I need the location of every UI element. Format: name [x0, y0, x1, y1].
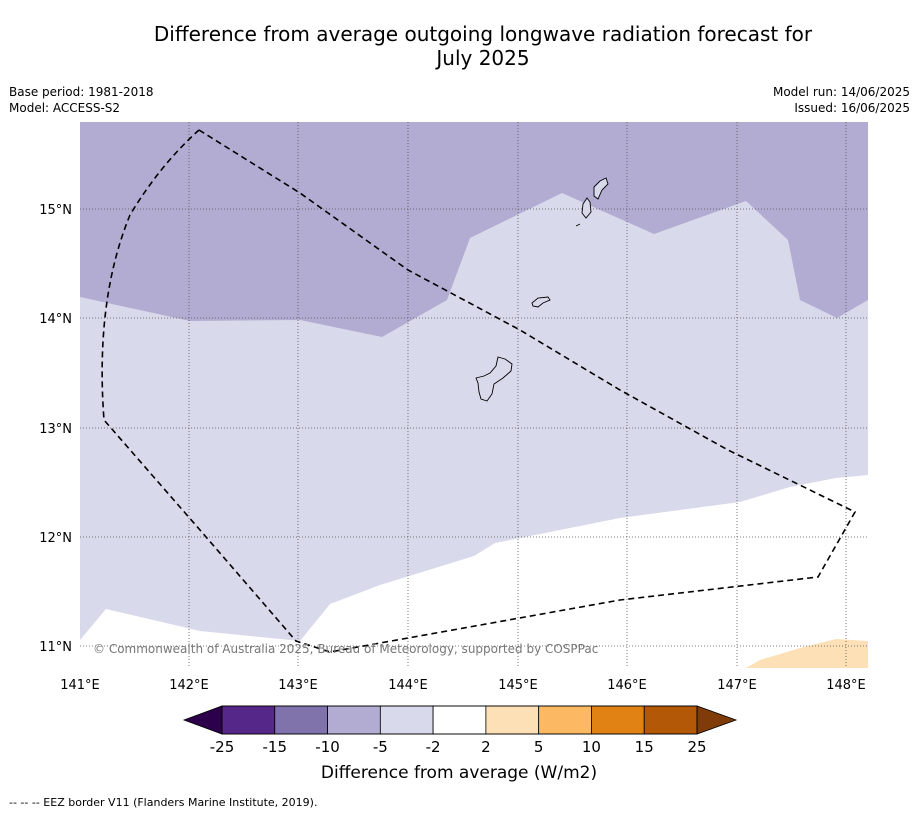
- lat-tick-label: 11°N: [39, 640, 72, 655]
- lat-tick-label: 15°N: [39, 203, 72, 218]
- model-run: Model run: 14/06/2025: [772, 85, 910, 99]
- island-rota: [531, 296, 551, 308]
- lat-tick-label: 13°N: [39, 422, 72, 437]
- lon-tick-label: 145°E: [498, 678, 538, 693]
- colorbar-bin: [591, 705, 645, 735]
- colorbar-tick-label: -5: [373, 738, 388, 756]
- islands: [475, 177, 609, 402]
- colorbar-label: Difference from average (W/m2): [321, 763, 597, 783]
- lon-axis: 141°E 142°E 143°E 144°E 145°E 146°E 147°…: [60, 678, 866, 693]
- lon-tick-label: 142°E: [169, 678, 209, 693]
- colorbar-tick-label: 15: [635, 738, 654, 756]
- model-name: Model: ACCESS-S2: [9, 101, 121, 115]
- meta-left: Base period: 1981-2018 Model: ACCESS-S2: [9, 84, 154, 116]
- colorbar-min-extension: [182, 705, 223, 735]
- title-line-2: July 2025: [436, 46, 530, 70]
- island-aguijan: [575, 223, 581, 227]
- colorbar-bin: [643, 705, 698, 735]
- gridlines: [80, 122, 868, 668]
- colorbar-tick-label: -25: [210, 738, 235, 756]
- map-title: Difference from average outgoing longwav…: [40, 22, 919, 70]
- copyright-notice: © Commonwealth of Australia 2025, Bureau…: [93, 642, 598, 656]
- island-saipan: [593, 177, 609, 200]
- colorbar-tick-label: -2: [426, 738, 441, 756]
- anomaly-band-plus2-plus5: [746, 639, 868, 668]
- map-area: © Commonwealth of Australia 2025, Bureau…: [80, 122, 868, 668]
- lon-tick-label: 144°E: [388, 678, 428, 693]
- meta-right: Model run: 14/06/2025 Issued: 16/06/2025: [773, 84, 910, 116]
- colorbar-bin: [485, 705, 540, 735]
- lat-axis: 15°N 14°N 13°N 12°N 11°N: [39, 203, 72, 655]
- colorbar-bin: [432, 705, 487, 735]
- colorbar-bin: [274, 705, 328, 735]
- colorbar-bin: [221, 705, 276, 735]
- colorbar-tick-label: 10: [582, 738, 601, 756]
- colorbar: -25 -15 -10 -5 -2 2 5 10 15 25 Difference from av…: [182, 705, 738, 783]
- lon-tick-label: 143°E: [278, 678, 318, 693]
- lon-tick-label: 147°E: [717, 678, 757, 693]
- island-guam: [475, 356, 513, 402]
- eez-border: [101, 129, 857, 653]
- lon-tick-label: 148°E: [826, 678, 866, 693]
- colorbar-max-extension: [696, 705, 738, 735]
- lon-tick-label: 141°E: [60, 678, 100, 693]
- colorbar-tick-label: -15: [263, 738, 288, 756]
- base-period: Base period: 1981-2018: [9, 85, 154, 99]
- lat-tick-label: 14°N: [39, 312, 72, 327]
- colorbar-bin: [327, 705, 381, 735]
- colorbar-frame: [221, 705, 698, 735]
- colorbar-bin: [379, 705, 434, 735]
- anomaly-band-minus2-plus2: [80, 475, 868, 668]
- footnote-eez: -- -- -- EEZ border V11 (Flanders Marine…: [9, 796, 318, 809]
- colorbar-tick-label: 2: [481, 738, 491, 756]
- title-line-1: Difference from average outgoing longwav…: [153, 22, 813, 46]
- colorbar-tick-label: -10: [315, 738, 340, 756]
- lat-tick-label: 12°N: [39, 531, 72, 546]
- issued-date: Issued: 16/06/2025: [794, 101, 910, 115]
- anomaly-band-minus10-minus5: [80, 122, 868, 337]
- island-tinian: [581, 197, 592, 219]
- colorbar-tick-label: 5: [534, 738, 544, 756]
- lon-tick-label: 146°E: [607, 678, 647, 693]
- colorbar-tick-label: 25: [687, 738, 706, 756]
- colorbar-bin: [538, 705, 592, 735]
